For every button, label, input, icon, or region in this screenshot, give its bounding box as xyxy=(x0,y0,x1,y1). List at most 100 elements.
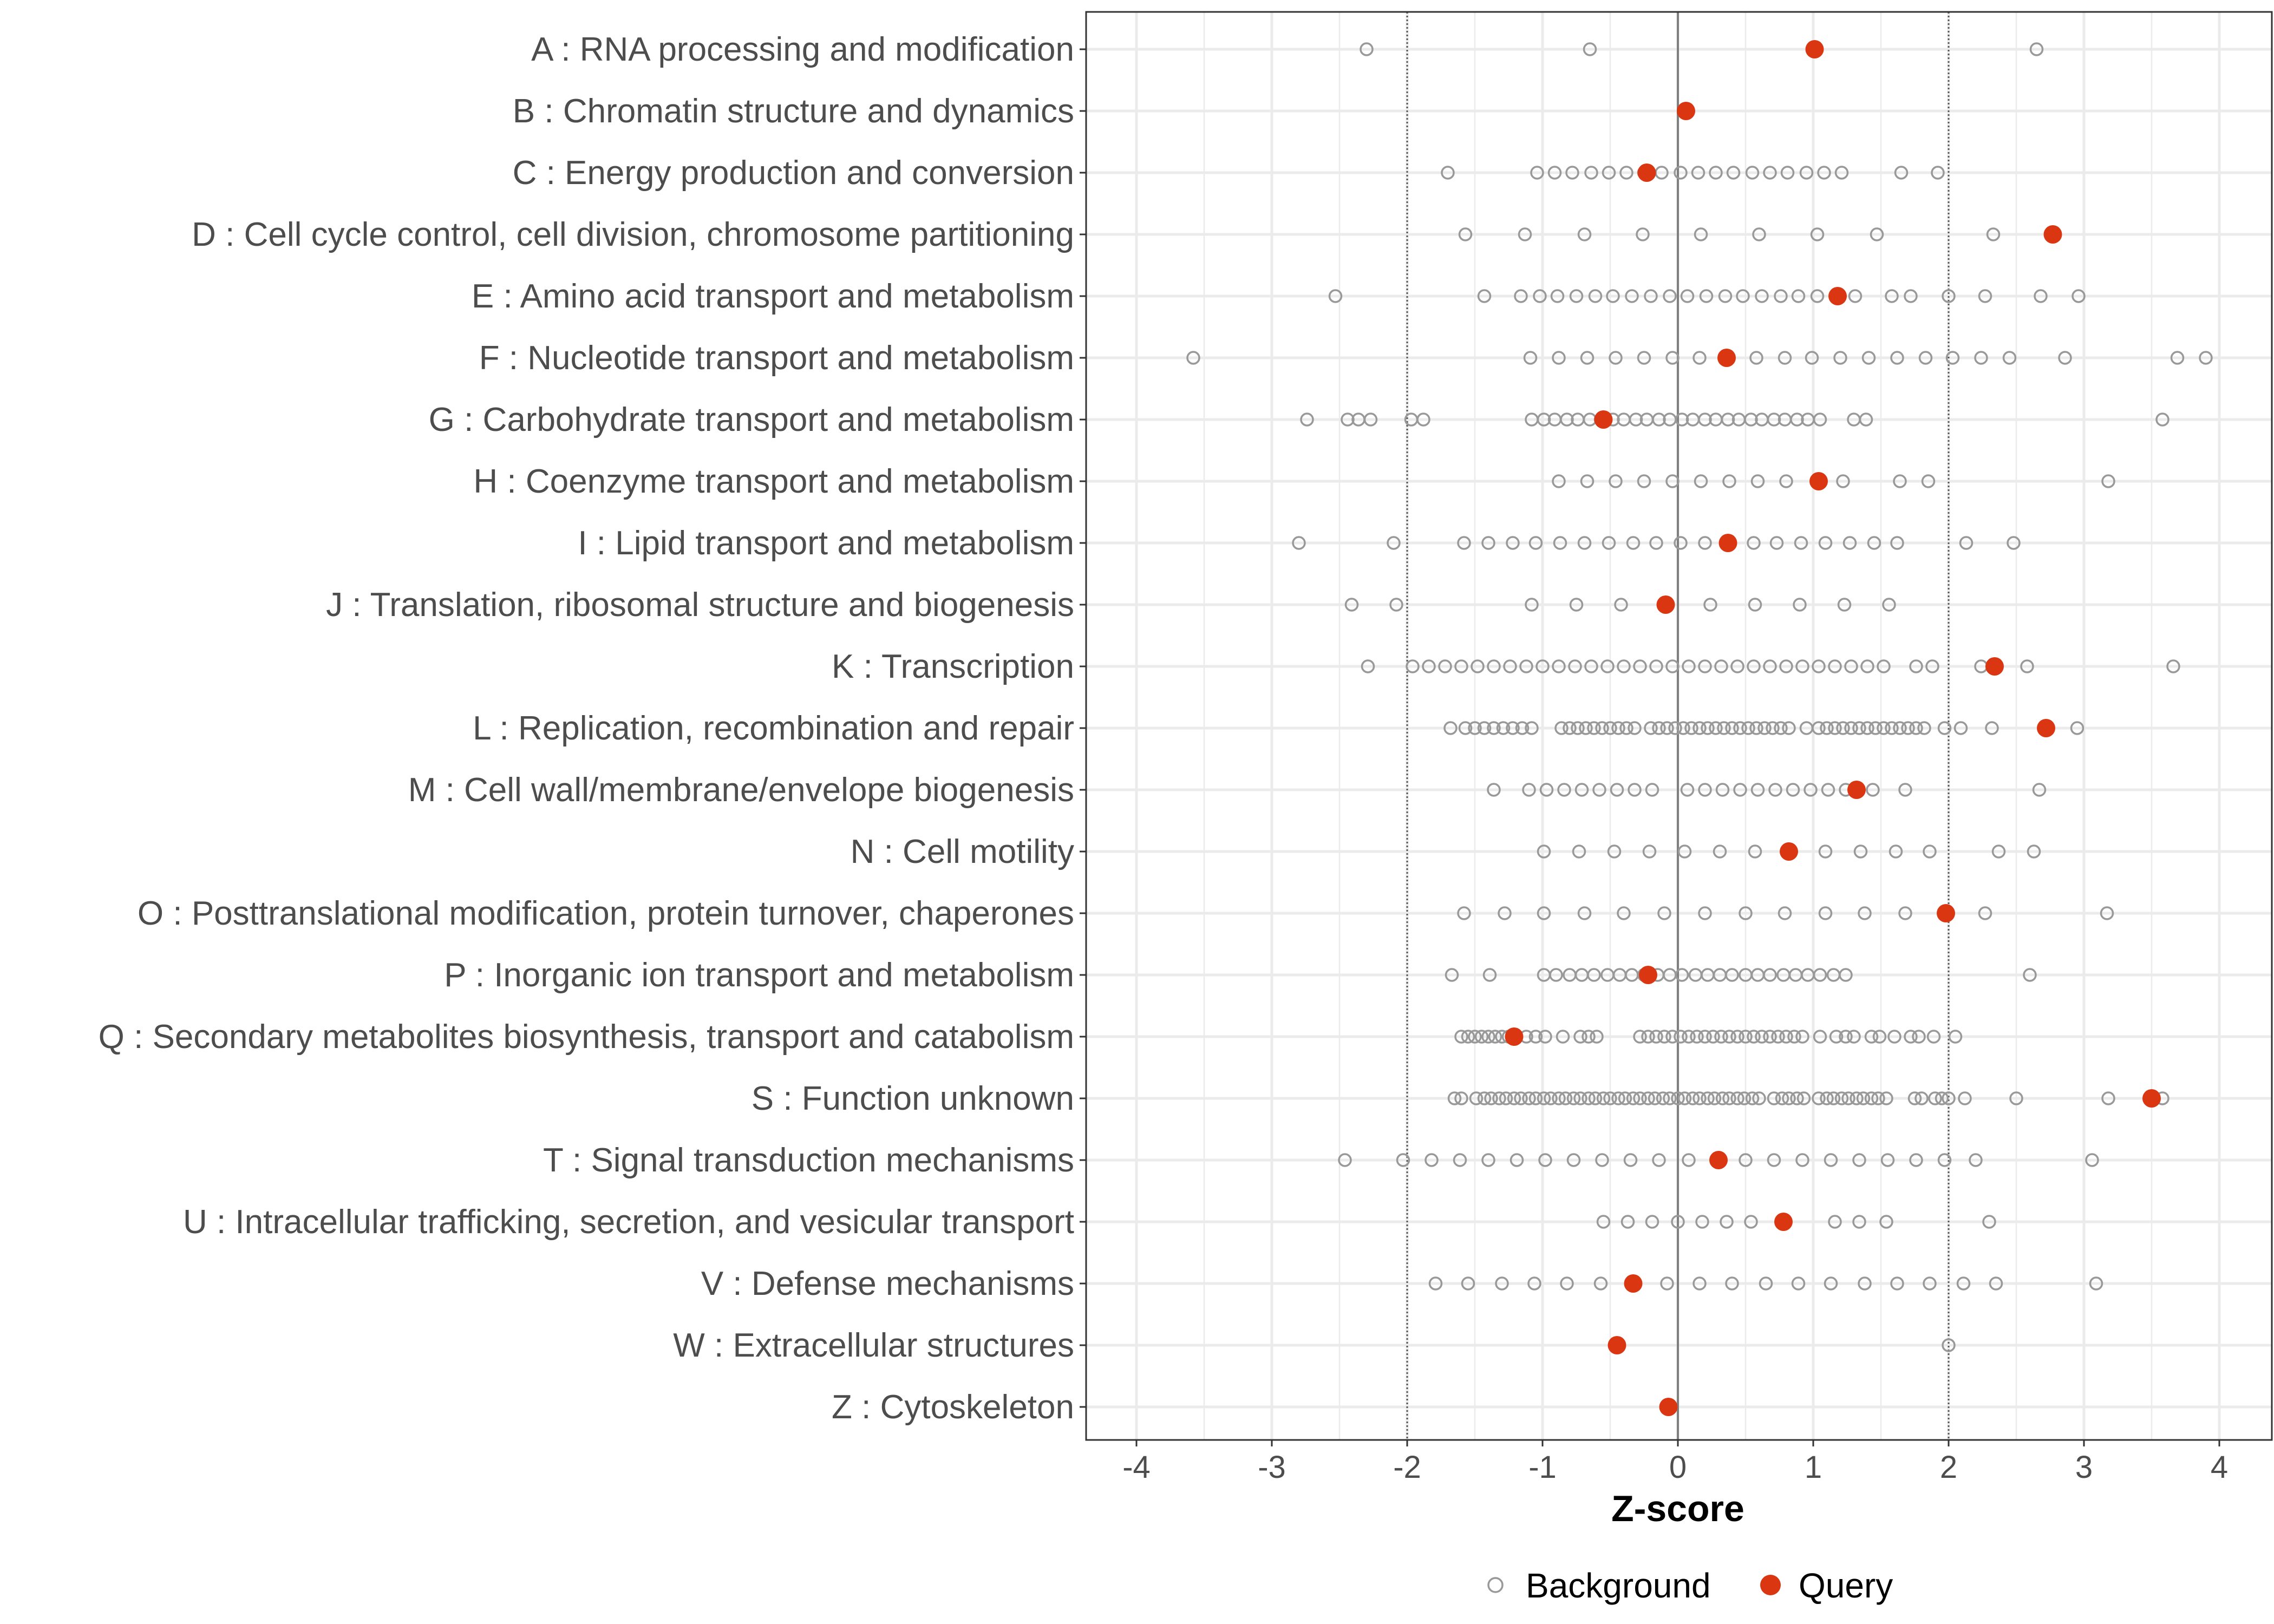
background-point xyxy=(1477,1091,1492,1105)
background-point xyxy=(1763,659,1777,673)
background-point xyxy=(1812,659,1826,673)
background-point xyxy=(1909,659,1923,673)
background-point xyxy=(1685,1091,1700,1105)
background-point xyxy=(1387,536,1401,550)
background-point xyxy=(1625,289,1639,303)
background-point xyxy=(1904,1030,1918,1044)
background-point xyxy=(1889,844,1903,859)
background-point xyxy=(1991,844,2006,859)
background-point xyxy=(1779,474,1793,488)
background-point xyxy=(1701,721,1715,735)
background-point xyxy=(1553,536,1567,550)
background-point xyxy=(1571,412,1585,427)
background-point xyxy=(1544,1091,1558,1105)
query-point xyxy=(1677,102,1695,120)
background-point xyxy=(1649,659,1663,673)
background-point xyxy=(1693,721,1707,735)
background-point xyxy=(1688,968,1703,982)
query-point xyxy=(2037,719,2055,737)
background-point xyxy=(1406,659,1420,673)
background-point xyxy=(1552,351,1566,365)
background-point xyxy=(1580,474,1595,488)
background-point xyxy=(1749,721,1763,735)
background-point xyxy=(1813,968,1827,982)
background-point xyxy=(1680,783,1695,797)
background-point xyxy=(1663,968,1677,982)
background-point xyxy=(1577,906,1592,920)
background-point xyxy=(1474,1030,1489,1044)
background-point xyxy=(1820,721,1834,735)
background-point xyxy=(1725,1276,1739,1291)
background-point xyxy=(1842,536,1857,550)
background-point xyxy=(1577,536,1592,550)
legend-query-marker xyxy=(1760,1575,1781,1595)
background-point xyxy=(1942,1338,1956,1352)
background-point xyxy=(1607,844,1622,859)
background-point xyxy=(1458,721,1473,735)
background-point xyxy=(1617,659,1631,673)
background-point xyxy=(1618,1091,1632,1105)
background-point xyxy=(1721,412,1735,427)
background-point xyxy=(1573,1091,1587,1105)
background-point xyxy=(1722,1091,1736,1105)
background-point xyxy=(1620,1215,1635,1229)
background-point xyxy=(1498,906,1512,920)
background-point xyxy=(1879,1215,1893,1229)
background-point xyxy=(2007,536,2021,550)
background-point xyxy=(1523,351,1538,365)
background-point xyxy=(1898,783,1912,797)
background-point xyxy=(1779,659,1793,673)
background-point xyxy=(1948,1030,1963,1044)
background-point xyxy=(1833,351,1847,365)
background-point xyxy=(1574,783,1589,797)
background-point xyxy=(1445,968,1459,982)
background-point xyxy=(1921,474,1936,488)
background-point xyxy=(1623,1153,1638,1167)
background-point xyxy=(1821,783,1835,797)
background-point xyxy=(1566,1091,1581,1105)
background-point xyxy=(1698,906,1712,920)
background-point xyxy=(1739,968,1753,982)
background-point xyxy=(1338,1153,1352,1167)
background-point xyxy=(1707,1091,1722,1105)
category-label: Z : Cytoskeleton xyxy=(832,1389,1074,1426)
background-point xyxy=(2101,474,2115,488)
category-label: O : Posttranslational modification, prot… xyxy=(138,895,1074,932)
query-point xyxy=(1847,781,1866,799)
background-point xyxy=(1767,412,1781,427)
background-point xyxy=(1595,721,1609,735)
background-point xyxy=(1978,289,1992,303)
background-point xyxy=(1931,166,1945,180)
background-point xyxy=(1790,412,1804,427)
background-point xyxy=(1560,1276,1574,1291)
legend-background-label: Background xyxy=(1526,1566,1711,1605)
background-point xyxy=(1820,1091,1834,1105)
background-point xyxy=(1457,536,1471,550)
background-point xyxy=(1778,412,1792,427)
background-point xyxy=(1860,721,1874,735)
background-point xyxy=(1935,1091,1949,1105)
background-point xyxy=(1694,474,1708,488)
background-point xyxy=(1361,659,1375,673)
background-point xyxy=(1579,721,1593,735)
background-point xyxy=(1674,1030,1688,1044)
background-point xyxy=(2027,844,2041,859)
background-point xyxy=(1510,1153,1524,1167)
background-point xyxy=(1454,1091,1468,1105)
background-point xyxy=(1890,1276,1904,1291)
background-point xyxy=(1461,1030,1475,1044)
background-point xyxy=(1577,227,1592,241)
background-point xyxy=(1484,1091,1498,1105)
background-point xyxy=(1396,1153,1410,1167)
legend-background-marker xyxy=(1487,1577,1504,1593)
background-point xyxy=(1890,351,1904,365)
background-point xyxy=(1722,474,1736,488)
background-point xyxy=(1877,659,1891,673)
background-point xyxy=(2034,289,2048,303)
background-point xyxy=(1757,721,1772,735)
background-point xyxy=(1351,412,1365,427)
background-point xyxy=(1389,598,1403,612)
background-point xyxy=(1694,227,1708,241)
background-point xyxy=(1587,721,1601,735)
background-point xyxy=(1926,1030,1941,1044)
